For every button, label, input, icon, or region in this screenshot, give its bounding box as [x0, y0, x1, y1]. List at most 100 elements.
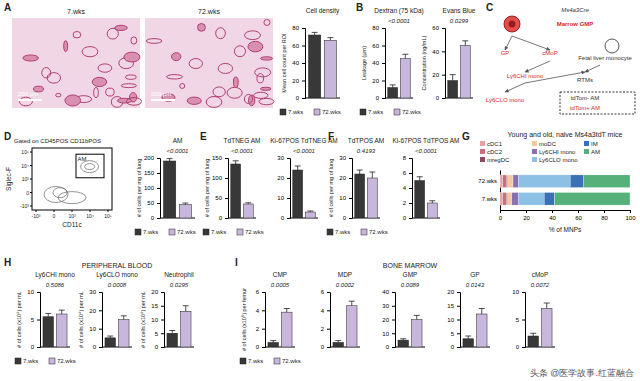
bar: [388, 88, 398, 99]
tick: 20: [277, 175, 290, 181]
tick: 20: [447, 289, 460, 295]
tick: 72.wks: [478, 178, 500, 184]
tick-mark: [99, 329, 102, 330]
scale-bar: [18, 99, 42, 101]
annotation: 0.0299: [450, 18, 469, 24]
error-line: [123, 316, 124, 320]
tick: 0: [321, 344, 330, 350]
tick-mark: [287, 158, 290, 159]
tissue-structure: [254, 92, 268, 98]
title: Cell density: [306, 7, 340, 15]
tick-label: 10: [512, 289, 519, 295]
tick-mark: [409, 158, 412, 159]
error-bar: [417, 177, 423, 181]
tissue-structure: [234, 46, 245, 57]
tick: 80: [601, 210, 608, 221]
tick-mark: [90, 210, 91, 212]
bar: [398, 340, 409, 347]
tissue-structure: [233, 77, 238, 88]
tick-mark: [442, 98, 445, 99]
tissue-structure: [94, 88, 99, 98]
tick: 30: [277, 155, 290, 161]
tissue-structure: [255, 68, 271, 77]
tick: 4: [403, 185, 412, 191]
tick-mark: [392, 347, 395, 348]
panel-label: F: [328, 131, 334, 142]
error-cap: [270, 340, 276, 341]
node-label: Ly6CLO mono: [486, 97, 525, 103]
edge: [512, 36, 550, 50]
tick-label: 50: [147, 200, 154, 206]
tissue-structure: [216, 28, 226, 39]
error-bar: [295, 166, 301, 170]
error-line: [372, 172, 373, 178]
tick: 20: [372, 78, 385, 84]
panel-label: A: [4, 2, 11, 13]
tissue-structure: [227, 87, 242, 98]
legend-label: moDC: [539, 141, 557, 147]
scale-label: 200 μm: [151, 91, 171, 97]
tick: 80: [292, 25, 305, 31]
tick-label: 60: [372, 43, 379, 49]
tick-mark: [302, 98, 305, 99]
tick-mark: [30, 206, 32, 207]
tissue-structure: [56, 93, 61, 96]
marks: [163, 159, 191, 218]
legend-label: Ly6CHI mono: [539, 149, 576, 155]
tick-mark: [161, 292, 164, 293]
chart: 0246CMP0.0005# of cells (x10⁵) per femur…: [240, 271, 301, 364]
tick: 80: [372, 25, 385, 31]
legend-label: 72.wks: [245, 229, 264, 235]
error-line: [286, 309, 287, 313]
legend-swatch: [584, 141, 589, 146]
marks: [167, 306, 191, 347]
tissue-structure: [264, 19, 270, 25]
bar: [167, 333, 178, 347]
bar-segment: [507, 192, 508, 205]
error-cap: [429, 200, 435, 201]
tick-mark: [382, 63, 385, 64]
node-label: Fetal liver monocyte: [578, 55, 632, 61]
tick: 5: [31, 317, 40, 323]
tissue-structure: [73, 32, 81, 38]
bar: [333, 342, 344, 347]
legend-swatch: [274, 358, 280, 364]
error-cap: [233, 160, 239, 161]
bar: [324, 40, 336, 98]
tick-mark: [630, 210, 631, 213]
tick: 0: [93, 344, 102, 350]
axis-line: [349, 159, 353, 219]
tick: 2: [403, 200, 412, 206]
annotation: <0.0001: [167, 148, 189, 154]
bar: [400, 59, 410, 98]
tick-mark: [409, 203, 412, 204]
legend-label: 72.wks: [402, 109, 421, 115]
tick: 10: [151, 317, 164, 323]
tissue-structure: [259, 98, 274, 104]
yticks-axis: 020406080: [292, 25, 305, 101]
tick: 20: [382, 317, 395, 323]
tick-label: 40: [549, 215, 556, 221]
bar-segment: [507, 175, 508, 188]
tick-mark: [262, 329, 265, 330]
tick-mark: [287, 198, 290, 199]
legend-label: 7.wks: [23, 358, 38, 364]
tick-label: -10³: [32, 213, 41, 219]
panel-label: B: [356, 2, 363, 13]
error-bar: [462, 41, 468, 46]
error-bar: [167, 159, 173, 161]
yticks-axis: 0102030: [339, 155, 352, 221]
chart: 020406080Dextran (75 kDa)<0.0001Leakage …: [360, 7, 424, 115]
panel-label: C: [486, 2, 493, 13]
bar: [476, 314, 487, 347]
tick: 60: [432, 25, 445, 31]
tick: 0: [219, 215, 228, 221]
legend-swatch: [480, 157, 485, 162]
bar: [463, 339, 474, 347]
x-axis-title: CD11c: [62, 221, 82, 228]
tick-mark: [392, 306, 395, 307]
tick-label: 5: [516, 317, 520, 323]
error-line: [359, 170, 360, 174]
contour: [44, 187, 68, 203]
tick-label: 6: [256, 289, 260, 295]
